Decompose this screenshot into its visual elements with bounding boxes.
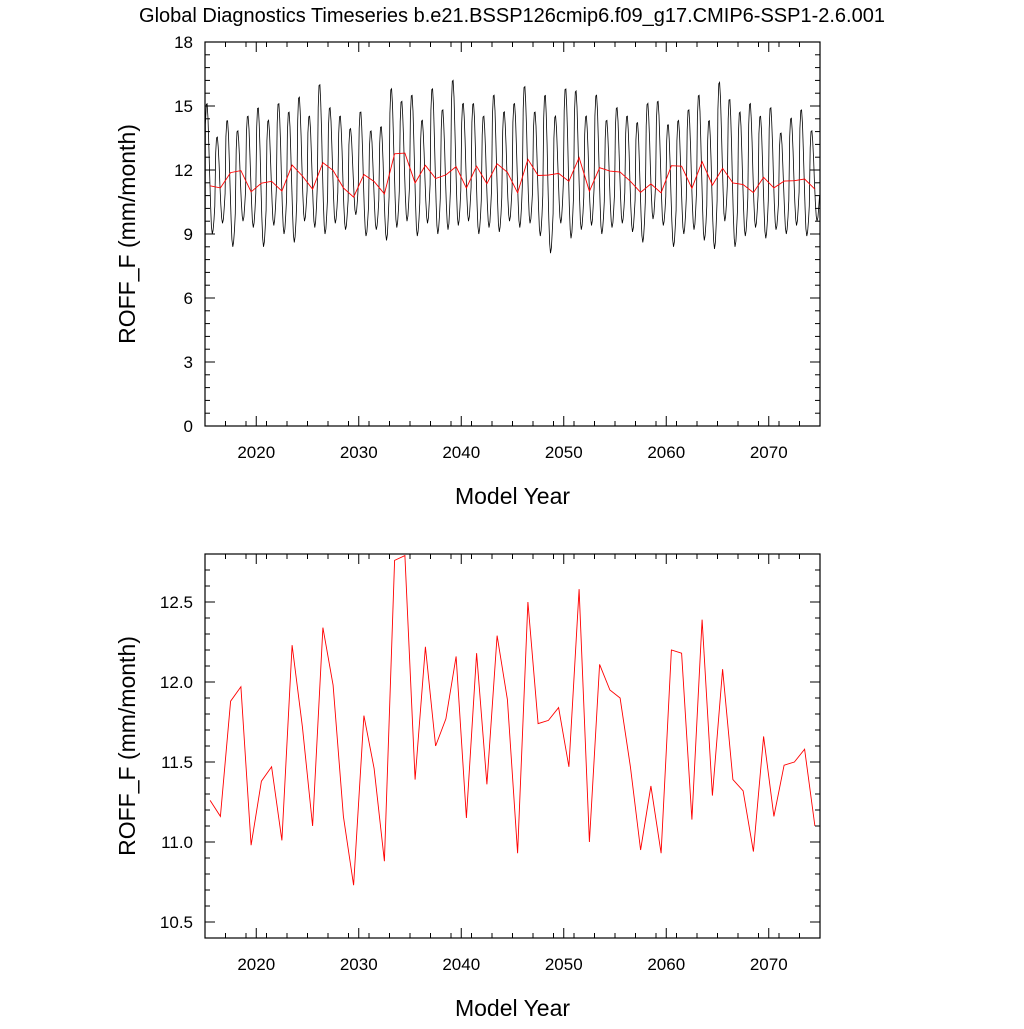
top-panel: 2020 2030 2040 2050 2060 2070 0 3 6 9 12 15 18 Model… (114, 33, 821, 509)
y-tick-label: 11.5 (161, 753, 193, 772)
annual-mean-series-line (210, 152, 816, 198)
x-tick-label: 2060 (647, 955, 685, 974)
x-tick-label: 2030 (340, 955, 378, 974)
x-tick-label: 2070 (750, 443, 788, 462)
top-panel-y-axis-title: ROFF_F (mm/month) (114, 124, 140, 344)
annual-mean-series-line (209, 554, 816, 886)
bottom-panel-ticks (204, 553, 821, 939)
x-tick-label: 2040 (442, 955, 480, 974)
x-tick-label: 2030 (340, 443, 378, 462)
x-tick-label: 2020 (237, 443, 275, 462)
top-panel-x-axis-title: Model Year (455, 483, 570, 509)
top-panel-ticks (204, 41, 821, 427)
bottom-panel: 2020 2030 2040 2050 2060 2070 10.5 11.0 11.5 12.0… (114, 553, 821, 1021)
x-tick-label: 2050 (545, 443, 583, 462)
x-tick-label: 2060 (647, 443, 685, 462)
y-tick-label: 10.5 (160, 913, 193, 932)
y-tick-label: 9 (184, 225, 193, 244)
y-tick-label: 6 (184, 289, 193, 308)
y-tick-label: 0 (184, 417, 193, 436)
x-tick-label: 2070 (750, 955, 788, 974)
x-tick-label: 2040 (442, 443, 480, 462)
top-panel-lines (205, 79, 820, 426)
figure-title: Global Diagnostics Timeseries b.e21.BSSP… (139, 5, 885, 27)
top-panel-tick-labels: 2020 2030 2040 2050 2060 2070 0 3 6 9 12 15 18 (174, 33, 788, 462)
monthly-series-line (205, 79, 820, 426)
y-tick-label: 18 (174, 33, 193, 52)
y-tick-label: 12.5 (160, 593, 193, 612)
x-tick-label: 2020 (237, 955, 275, 974)
y-tick-label: 3 (184, 353, 193, 372)
x-tick-label: 2050 (545, 955, 583, 974)
y-tick-label: 11.0 (161, 833, 193, 852)
bottom-panel-x-axis-title: Model Year (455, 995, 570, 1021)
y-tick-label: 12.0 (160, 673, 193, 692)
bottom-panel-lines (209, 554, 816, 886)
y-tick-label: 12 (174, 161, 193, 180)
bottom-panel-y-axis-title: ROFF_F (mm/month) (114, 636, 140, 856)
y-tick-label: 15 (174, 97, 193, 116)
top-panel-frame (204, 41, 821, 427)
bottom-panel-frame (204, 553, 821, 939)
bottom-panel-tick-labels: 2020 2030 2040 2050 2060 2070 10.5 11.0 11.5 12.0… (160, 593, 788, 974)
